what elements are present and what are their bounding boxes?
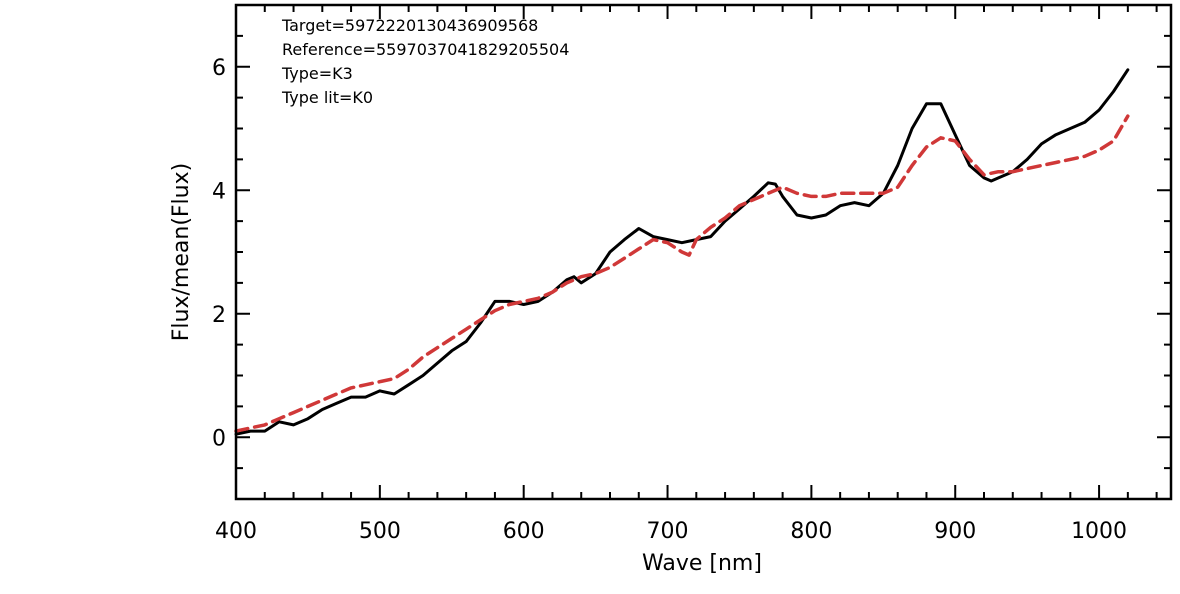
reference-spectrum-line	[234, 114, 1130, 433]
annotation-block: Target=5972220130436909568 Reference=559…	[281, 16, 569, 107]
x-tick-label: 500	[359, 519, 401, 544]
plot-frame	[234, 3, 1173, 501]
axis-ticks	[235, 4, 1171, 500]
y-tick-label: 0	[212, 426, 226, 451]
x-tick-label: 1000	[1071, 519, 1127, 544]
y-tick-label: 4	[212, 179, 226, 204]
annotation-reference: Reference=5597037041829205504	[282, 40, 569, 59]
x-tick-label: 800	[790, 519, 832, 544]
x-tick-label: 900	[934, 519, 976, 544]
x-tick-label: 700	[647, 519, 689, 544]
y-tick-label: 2	[212, 303, 226, 328]
y-tick-label: 6	[212, 56, 226, 81]
tick-labels: 400 500 600 700 800 900 1000 0 2 4 6	[212, 56, 1127, 544]
y-axis-label: Flux/mean(Flux)	[169, 163, 194, 341]
x-tick-label: 400	[215, 519, 257, 544]
series-layer	[234, 68, 1130, 436]
annotation-type: Type=K3	[281, 64, 353, 83]
annotation-target: Target=5972220130436909568	[281, 16, 538, 35]
x-axis-label: Wave [nm]	[642, 551, 762, 576]
annotation-type-lit: Type lit=K0	[281, 88, 373, 107]
x-tick-label: 600	[503, 519, 545, 544]
target-spectrum-line	[234, 68, 1130, 436]
